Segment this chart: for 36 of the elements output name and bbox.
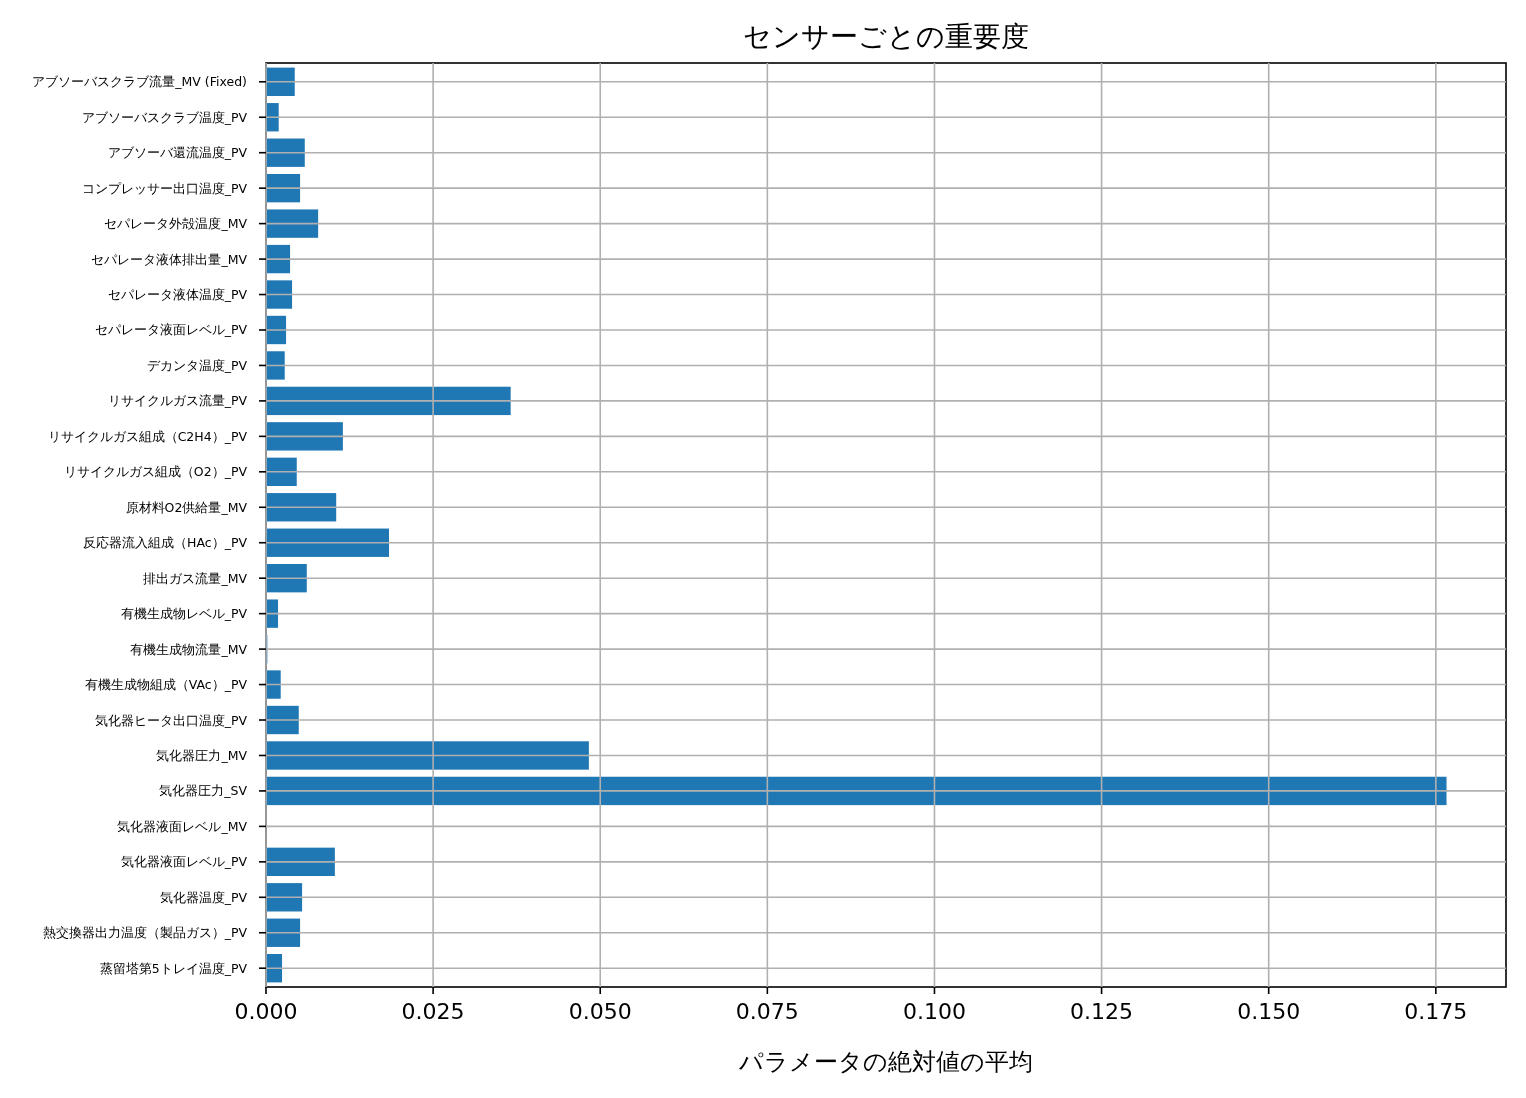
x-tick-label: 0.025 bbox=[401, 999, 465, 1024]
x-tick-label: 0.050 bbox=[568, 999, 632, 1024]
x-tick-label: 0.000 bbox=[234, 999, 298, 1024]
y-tick-label: 熱交換器出力温度（製品ガス）_PV bbox=[42, 925, 248, 941]
x-tick-label: 0.075 bbox=[735, 999, 799, 1024]
x-tick-label: 0.175 bbox=[1404, 999, 1468, 1024]
chart-title: センサーごとの重要度 bbox=[743, 20, 1029, 53]
y-tick-label: セパレータ液体排出量_MV bbox=[91, 251, 248, 267]
y-tick-label: 気化器ヒータ出口温度_PV bbox=[94, 712, 248, 728]
y-tick-label: デカンタ温度_PV bbox=[146, 357, 248, 373]
y-tick-label: セパレータ液面レベル_PV bbox=[94, 322, 248, 338]
y-tick-label: リサイクルガス組成（C2H4）_PV bbox=[47, 428, 248, 444]
y-tick-label: 有機生成物組成（VAc）_PV bbox=[84, 677, 248, 693]
y-tick-label: アブソーバ還流温度_PV bbox=[107, 145, 248, 161]
y-tick-label: 気化器液面レベル_MV bbox=[117, 818, 248, 834]
y-tick-label: リサイクルガス組成（O2）_PV bbox=[63, 464, 248, 480]
y-tick-label: セパレータ外殻温度_MV bbox=[104, 216, 248, 232]
y-tick-label: 気化器温度_PV bbox=[159, 889, 248, 905]
y-tick-label: 蒸留塔第5トレイ温度_PV bbox=[99, 960, 248, 976]
y-tick-label: コンプレッサー出口温度_PV bbox=[81, 180, 248, 196]
y-tick-label: アブソーバスクラブ温度_PV bbox=[81, 109, 248, 125]
y-tick-label: 原材料O2供給量_MV bbox=[125, 499, 248, 515]
y-tick-label: 有機生成物流量_MV bbox=[130, 641, 248, 657]
y-tick-label: 気化器圧力_SV bbox=[159, 783, 248, 799]
y-tick-label: 反応器流入組成（HAc）_PV bbox=[83, 535, 248, 551]
x-tick-label: 0.125 bbox=[1070, 999, 1134, 1024]
y-tick-label: 気化器液面レベル_PV bbox=[120, 854, 248, 870]
y-tick-label: 排出ガス流量_MV bbox=[143, 570, 248, 586]
y-tick-label: 気化器圧力_MV bbox=[156, 747, 248, 763]
y-tick-label: リサイクルガス流量_PV bbox=[107, 393, 248, 409]
x-axis-title: パラメータの絶対値の平均 bbox=[738, 1048, 1033, 1076]
x-tick-label: 0.150 bbox=[1237, 999, 1301, 1024]
y-tick-label: アブソーバスクラブ流量_MV (Fixed) bbox=[32, 74, 247, 90]
x-tick-label: 0.100 bbox=[902, 999, 966, 1024]
y-tick-label: 有機生成物レベル_PV bbox=[120, 606, 248, 622]
y-tick-label: セパレータ液体温度_PV bbox=[107, 287, 248, 303]
